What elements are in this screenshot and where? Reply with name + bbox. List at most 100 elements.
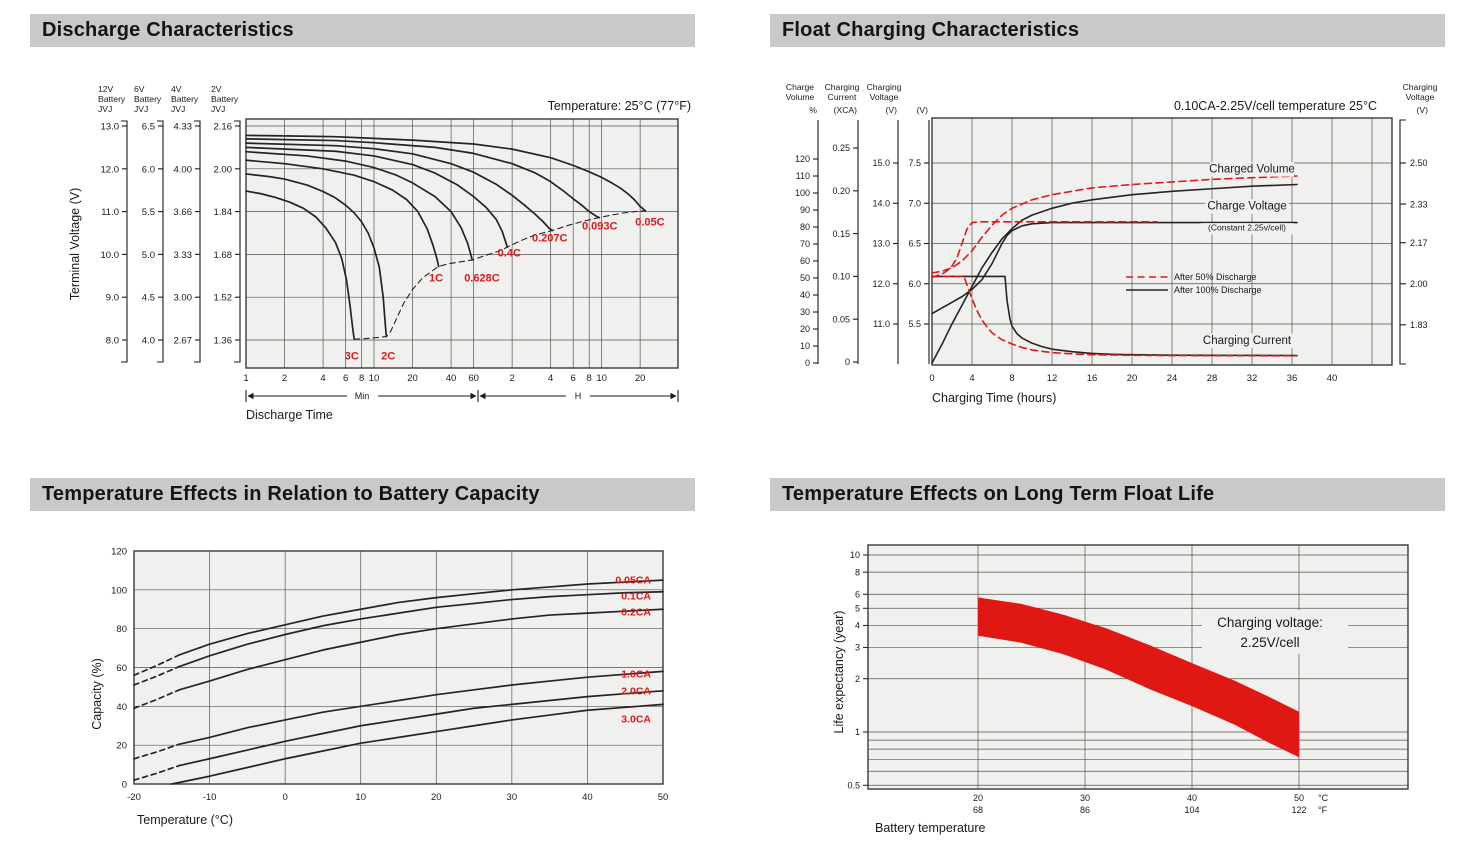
scale-bracket xyxy=(121,120,128,363)
x-axis-title: Discharge Time xyxy=(246,408,333,422)
curve-label-0.4C: 0.4C xyxy=(498,248,521,260)
curve-label-2C: 2C xyxy=(381,350,395,362)
scale-tick-label: 14.0 xyxy=(872,198,890,208)
scale-tick-label: 30 xyxy=(800,307,810,317)
scale-tick-label: 0 xyxy=(805,358,810,368)
x-tick-label: 4 xyxy=(320,373,325,384)
x-tick-label: 36 xyxy=(1287,373,1298,384)
scale-unit: (V) xyxy=(917,105,929,115)
series-0.2CA xyxy=(178,608,664,691)
curve-label-1C: 1C xyxy=(429,272,443,284)
x-tick-label: 20 xyxy=(635,373,646,384)
x-unit-celsius: °C xyxy=(1318,793,1329,803)
x-tick-label: 24 xyxy=(1167,373,1178,384)
panel-discharge-characteristics: Discharge Characteristics 12V Battery JVJ 1… xyxy=(30,14,695,447)
scale-tick-label: 0.20 xyxy=(832,186,850,196)
y-tick-label: 20 xyxy=(116,741,127,752)
condition-annotation: 0.10CA-2.25V/cell temperature 25°C xyxy=(1174,99,1377,113)
x-tick-label: 0 xyxy=(929,373,934,384)
scale-unit: (XCA) xyxy=(834,105,858,115)
scale-tick-label: 120 xyxy=(795,154,810,164)
scale-header: Charging xyxy=(867,82,902,92)
y-tick-label: 1 xyxy=(855,727,860,737)
x-axis-title: Charging Time (hours) xyxy=(932,391,1056,405)
curve-label-0.05C: 0.05C xyxy=(635,216,664,228)
scale-header: JVJ xyxy=(211,104,225,114)
scale-header: 12V xyxy=(98,84,114,94)
x-tick-label: 10 xyxy=(355,792,366,803)
scale-header: Battery xyxy=(134,94,162,104)
scale-tick-label: 1.68 xyxy=(214,250,233,261)
scale-tick-label: 6.0 xyxy=(908,279,921,289)
scale-tick-label: 70 xyxy=(800,239,810,249)
curve-label-2.0CA: 2.0CA xyxy=(621,685,651,697)
series-Charge Voltage after 100% discharge xyxy=(931,221,1298,315)
panel-temperature-effects-float-life: Temperature Effects on Long Term Float L… xyxy=(770,478,1445,856)
x-tick-label-c: 50 xyxy=(1294,793,1304,803)
scale-tick-label: 10.0 xyxy=(101,250,120,261)
scale-tick-label: 2.00 xyxy=(214,164,233,175)
scale-tick-label: 20 xyxy=(800,324,810,334)
scale-tick-label: 0.10 xyxy=(832,272,850,282)
x-tick-label: 40 xyxy=(582,792,593,803)
scale-bracket xyxy=(194,120,201,363)
x-tick-label: 8 xyxy=(359,373,364,384)
series-1C xyxy=(245,159,440,268)
section-title: Float Charging Characteristics xyxy=(782,19,1080,41)
plot-label: Charging Current xyxy=(1203,335,1292,347)
scale-tick-label: 5.0 xyxy=(142,250,155,261)
x-tick-label: 8 xyxy=(587,373,592,384)
section-title: Temperature Effects on Long Term Float L… xyxy=(782,483,1215,505)
series-0.1CA-dashed xyxy=(133,665,181,686)
scale-unit: (V) xyxy=(886,105,898,115)
scale-tick-label: 0 xyxy=(845,357,850,367)
y-tick-label: 6 xyxy=(855,589,860,599)
scale-header: 6V xyxy=(134,84,145,94)
x-tick-label: 20 xyxy=(407,373,418,384)
scale-header: JVJ xyxy=(134,104,148,114)
scale-tick-label: 4.0 xyxy=(142,336,155,347)
plot-label: Charged Volume xyxy=(1209,164,1295,176)
scale-tick-label: 6.0 xyxy=(142,164,155,175)
scale-tick-label: 90 xyxy=(800,205,810,215)
curve-label-0.2CA: 0.2CA xyxy=(621,606,651,618)
arrowhead-icon xyxy=(479,392,486,400)
series-2C xyxy=(245,173,388,338)
arrowhead-icon xyxy=(470,392,477,400)
x-tick-label: 4 xyxy=(548,373,553,384)
curve-label-0.207C: 0.207C xyxy=(532,233,568,245)
x-axis-title: Battery temperature xyxy=(875,821,986,835)
scale-tick-label: 13.0 xyxy=(101,122,120,133)
scale-tick-label: 10 xyxy=(800,341,810,351)
label-backing xyxy=(1199,333,1295,349)
x-tick-label: 2 xyxy=(282,373,287,384)
plot-label: Charge Voltage xyxy=(1207,201,1286,213)
series-Charge Voltage after 50% discharge xyxy=(931,220,1158,279)
series-0.4C xyxy=(245,146,509,248)
scale-header: Charge xyxy=(786,82,814,92)
x-tick-label: 40 xyxy=(1327,373,1338,384)
x-axis-title: Temperature (°C) xyxy=(137,813,233,827)
curve-label-3.0CA: 3.0CA xyxy=(621,713,651,725)
series-Charging Current after 50% discharge xyxy=(931,275,1298,357)
scale-tick-label: 0.05 xyxy=(832,314,850,324)
scale-header: Charging xyxy=(825,82,860,92)
y-tick-label: 60 xyxy=(116,663,127,674)
x-tick-label: 6 xyxy=(343,373,348,384)
series-1.0CA-dashed xyxy=(133,743,181,760)
panel-float-charging-characteristics: Float Charging Characteristics Charge Vol… xyxy=(770,14,1445,447)
x-tick-label: 60 xyxy=(468,373,479,384)
x-tick-label: 50 xyxy=(658,792,669,803)
series-0.05CA xyxy=(178,579,664,656)
float-life-band xyxy=(978,597,1299,758)
arrowhead-icon xyxy=(247,392,254,400)
scale-tick-label: 110 xyxy=(796,171,810,181)
label-backing xyxy=(1210,162,1294,177)
x-tick-label-f: 104 xyxy=(1184,805,1199,815)
scale-tick-label: 0.15 xyxy=(832,229,850,239)
x-unit-fahrenheit: °F xyxy=(1318,805,1328,815)
scale-tick-label: 4.5 xyxy=(142,293,155,304)
